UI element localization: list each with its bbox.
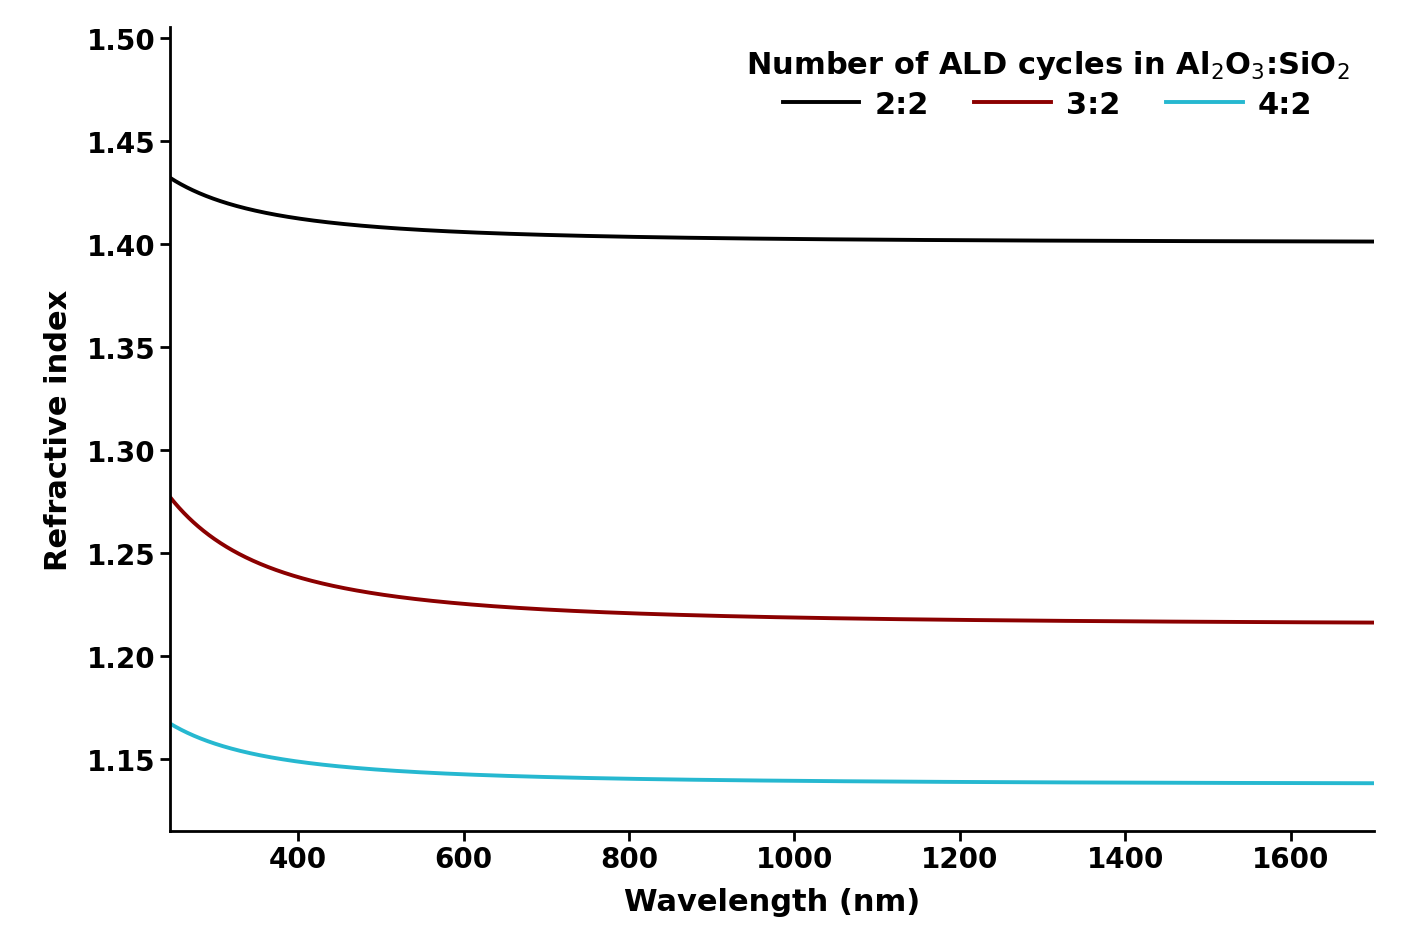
4:2: [1109, 777, 1126, 788]
3:2: [1330, 617, 1347, 629]
2:2: [1330, 237, 1347, 248]
X-axis label: Wavelength (nm): Wavelength (nm): [623, 887, 920, 916]
3:2: [746, 612, 763, 623]
3:2: [1109, 615, 1126, 627]
2:2: [1109, 236, 1126, 247]
4:2: [715, 775, 732, 786]
2:2: [746, 234, 763, 245]
4:2: [1330, 778, 1347, 789]
3:2: [1365, 617, 1382, 629]
Line: 4:2: 4:2: [170, 724, 1374, 784]
4:2: [1365, 778, 1382, 789]
Line: 3:2: 3:2: [170, 497, 1374, 623]
4:2: [1330, 778, 1347, 789]
2:2: [715, 233, 732, 244]
2:2: [222, 199, 239, 211]
Y-axis label: Refractive index: Refractive index: [44, 289, 72, 570]
2:2: [1330, 237, 1347, 248]
Legend: 2:2, 3:2, 4:2: 2:2, 3:2, 4:2: [733, 37, 1361, 132]
4:2: [222, 743, 239, 754]
3:2: [1330, 617, 1347, 629]
2:2: [1365, 237, 1382, 248]
3:2: [161, 492, 178, 503]
3:2: [222, 545, 239, 556]
3:2: [715, 611, 732, 622]
2:2: [161, 173, 178, 184]
4:2: [746, 775, 763, 786]
Line: 2:2: 2:2: [170, 178, 1374, 243]
4:2: [161, 718, 178, 730]
